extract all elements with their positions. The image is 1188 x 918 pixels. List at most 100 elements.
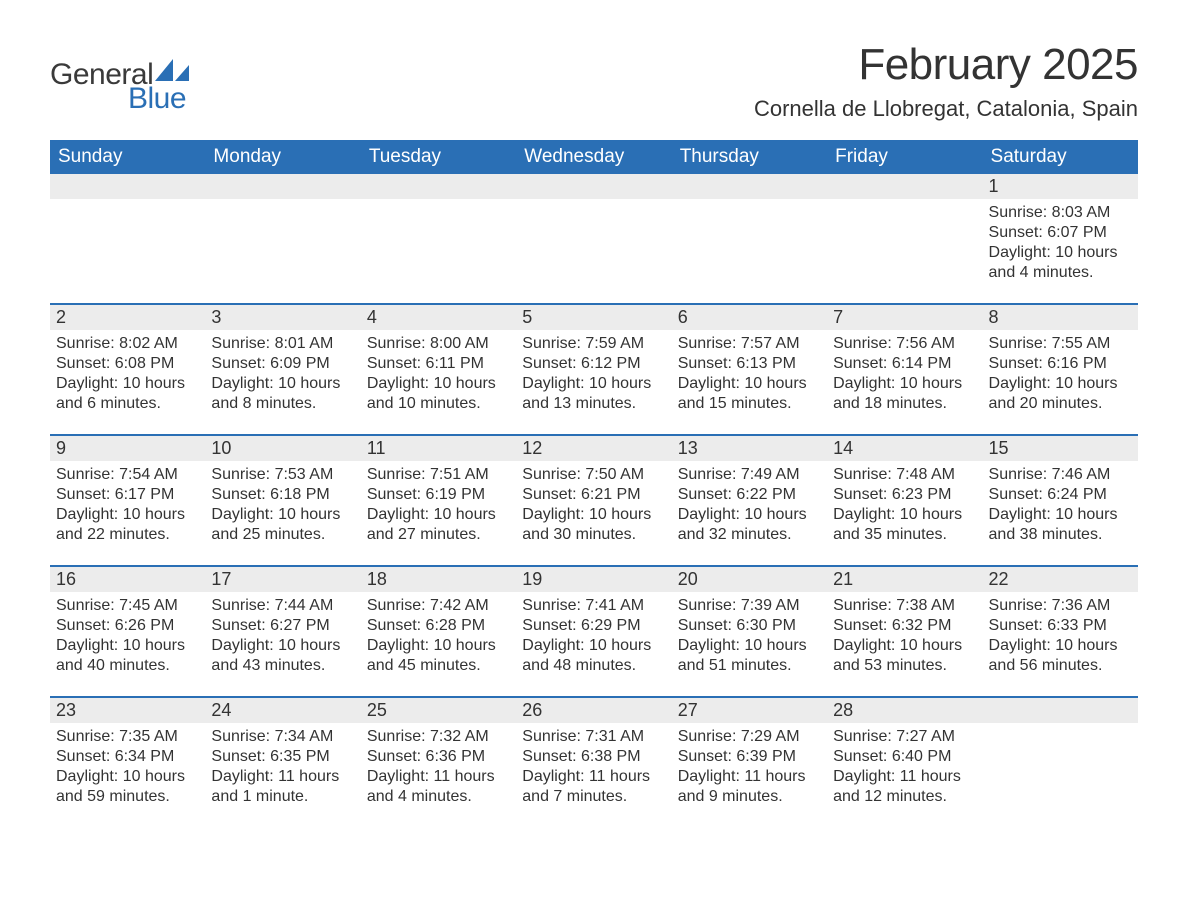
daylight-text: Daylight: 10 hours and 40 minutes. xyxy=(56,636,199,676)
day-number: 20 xyxy=(672,565,827,592)
daylight-text: Daylight: 10 hours and 13 minutes. xyxy=(522,374,665,414)
day-number xyxy=(983,696,1138,723)
weeks-container: 1 Sunrise: 8:03 AMSunset: 6:07 PM Daylight… xyxy=(50,174,1138,827)
day-number xyxy=(205,174,360,199)
sunrise-text: Sunrise: 7:34 AM xyxy=(211,727,354,747)
day-number: 10 xyxy=(205,434,360,461)
sunset-text: Sunset: 6:19 PM xyxy=(367,485,510,505)
sunset-text: Sunset: 6:16 PM xyxy=(989,354,1132,374)
cell-body: Sunrise: 7:38 AMSunset: 6:32 PMDaylight:… xyxy=(827,592,982,696)
day-number: 13 xyxy=(672,434,827,461)
calendar-cell: 24Sunrise: 7:34 AMSunset: 6:35 PMDayligh… xyxy=(205,696,360,827)
sunset-text: Sunset: 6:08 PM xyxy=(56,354,199,374)
daylight-text: Daylight: 10 hours and 15 minutes. xyxy=(678,374,821,414)
cell-body: Sunrise: 7:46 AMSunset: 6:24 PMDaylight:… xyxy=(983,461,1138,565)
daylight-text: Daylight: 11 hours and 9 minutes. xyxy=(678,767,821,807)
daylight-text: Daylight: 10 hours and 35 minutes. xyxy=(833,505,976,545)
calendar-cell xyxy=(516,174,671,303)
calendar-cell: 20Sunrise: 7:39 AMSunset: 6:30 PMDayligh… xyxy=(672,565,827,696)
weekday-header: Friday xyxy=(827,140,982,174)
weekday-header: Sunday xyxy=(50,140,205,174)
cell-body: Sunrise: 7:32 AMSunset: 6:36 PMDaylight:… xyxy=(361,723,516,827)
cell-body: Sunrise: 7:45 AMSunset: 6:26 PMDaylight:… xyxy=(50,592,205,696)
sunset-text: Sunset: 6:07 PM xyxy=(989,223,1132,243)
sunrise-text: Sunrise: 7:39 AM xyxy=(678,596,821,616)
daylight-text: Daylight: 10 hours and 59 minutes. xyxy=(56,767,199,807)
cell-body: Sunrise: 7:31 AMSunset: 6:38 PMDaylight:… xyxy=(516,723,671,827)
calendar-cell: 6Sunrise: 7:57 AMSunset: 6:13 PMDaylight… xyxy=(672,303,827,434)
calendar-cell xyxy=(827,174,982,303)
sunrise-text: Sunrise: 7:35 AM xyxy=(56,727,199,747)
sunrise-text: Sunrise: 7:38 AM xyxy=(833,596,976,616)
day-number: 23 xyxy=(50,696,205,723)
sunset-text: Sunset: 6:38 PM xyxy=(522,747,665,767)
day-number: 16 xyxy=(50,565,205,592)
calendar-cell: 5Sunrise: 7:59 AMSunset: 6:12 PMDaylight… xyxy=(516,303,671,434)
daylight-text: Daylight: 10 hours and 53 minutes. xyxy=(833,636,976,676)
daylight-text: Daylight: 10 hours and 51 minutes. xyxy=(678,636,821,676)
sunset-text: Sunset: 6:26 PM xyxy=(56,616,199,636)
daylight-text: Daylight: 10 hours and 45 minutes. xyxy=(367,636,510,676)
cell-body: Sunrise: 7:36 AMSunset: 6:33 PMDaylight:… xyxy=(983,592,1138,696)
sunrise-text: Sunrise: 7:59 AM xyxy=(522,334,665,354)
calendar-cell: 19Sunrise: 7:41 AMSunset: 6:29 PMDayligh… xyxy=(516,565,671,696)
calendar-cell xyxy=(50,174,205,303)
cell-body: Sunrise: 7:42 AMSunset: 6:28 PMDaylight:… xyxy=(361,592,516,696)
calendar-cell: 28Sunrise: 7:27 AMSunset: 6:40 PMDayligh… xyxy=(827,696,982,827)
calendar-cell: 4Sunrise: 8:00 AMSunset: 6:11 PMDaylight… xyxy=(361,303,516,434)
daylight-text: Daylight: 10 hours and 10 minutes. xyxy=(367,374,510,414)
day-number: 26 xyxy=(516,696,671,723)
sunset-text: Sunset: 6:22 PM xyxy=(678,485,821,505)
cell-body: Sunrise: 8:00 AMSunset: 6:11 PMDaylight:… xyxy=(361,330,516,434)
calendar-cell: 8Sunrise: 7:55 AMSunset: 6:16 PMDaylight… xyxy=(983,303,1138,434)
daylight-text: Daylight: 11 hours and 4 minutes. xyxy=(367,767,510,807)
cell-body: Sunrise: 7:35 AMSunset: 6:34 PMDaylight:… xyxy=(50,723,205,827)
day-number xyxy=(827,174,982,199)
daylight-text: Daylight: 10 hours and 48 minutes. xyxy=(522,636,665,676)
calendar-cell xyxy=(983,696,1138,827)
daylight-text: Daylight: 10 hours and 30 minutes. xyxy=(522,505,665,545)
day-number: 21 xyxy=(827,565,982,592)
calendar-cell: 2Sunrise: 8:02 AMSunset: 6:08 PMDaylight… xyxy=(50,303,205,434)
day-number xyxy=(516,174,671,199)
cell-body: Sunrise: 7:50 AMSunset: 6:21 PMDaylight:… xyxy=(516,461,671,565)
sunrise-text: Sunrise: 8:03 AM xyxy=(989,203,1132,223)
sunrise-text: Sunrise: 7:41 AM xyxy=(522,596,665,616)
sunset-text: Sunset: 6:32 PM xyxy=(833,616,976,636)
sunset-text: Sunset: 6:28 PM xyxy=(367,616,510,636)
calendar: Sunday Monday Tuesday Wednesday Thursday… xyxy=(50,140,1138,827)
cell-body: Sunrise: 7:54 AMSunset: 6:17 PMDaylight:… xyxy=(50,461,205,565)
sunset-text: Sunset: 6:12 PM xyxy=(522,354,665,374)
sunrise-text: Sunrise: 7:56 AM xyxy=(833,334,976,354)
sunrise-text: Sunrise: 7:49 AM xyxy=(678,465,821,485)
cell-body: Sunrise: 7:59 AMSunset: 6:12 PMDaylight:… xyxy=(516,330,671,434)
daylight-text: Daylight: 10 hours and 56 minutes. xyxy=(989,636,1132,676)
sunrise-text: Sunrise: 7:45 AM xyxy=(56,596,199,616)
sunset-text: Sunset: 6:13 PM xyxy=(678,354,821,374)
sunset-text: Sunset: 6:35 PM xyxy=(211,747,354,767)
day-number: 25 xyxy=(361,696,516,723)
sunrise-text: Sunrise: 7:51 AM xyxy=(367,465,510,485)
calendar-cell: 18Sunrise: 7:42 AMSunset: 6:28 PMDayligh… xyxy=(361,565,516,696)
calendar-week: 2Sunrise: 8:02 AMSunset: 6:08 PMDaylight… xyxy=(50,303,1138,434)
sunrise-text: Sunrise: 7:55 AM xyxy=(989,334,1132,354)
day-number: 5 xyxy=(516,303,671,330)
logo-blue-text: Blue xyxy=(128,82,186,116)
sunrise-text: Sunrise: 7:31 AM xyxy=(522,727,665,747)
cell-body: Sunrise: 7:39 AMSunset: 6:30 PMDaylight:… xyxy=(672,592,827,696)
sunrise-text: Sunrise: 7:50 AM xyxy=(522,465,665,485)
sunrise-text: Sunrise: 8:00 AM xyxy=(367,334,510,354)
day-number xyxy=(672,174,827,199)
sunrise-text: Sunrise: 7:54 AM xyxy=(56,465,199,485)
day-number: 1 xyxy=(983,174,1138,199)
daylight-text: Daylight: 10 hours and 22 minutes. xyxy=(56,505,199,545)
cell-body: Sunrise: 8:01 AMSunset: 6:09 PMDaylight:… xyxy=(205,330,360,434)
day-number: 24 xyxy=(205,696,360,723)
day-number xyxy=(361,174,516,199)
calendar-cell: 14Sunrise: 7:48 AMSunset: 6:23 PMDayligh… xyxy=(827,434,982,565)
calendar-cell: 10Sunrise: 7:53 AMSunset: 6:18 PMDayligh… xyxy=(205,434,360,565)
weekday-header: Thursday xyxy=(672,140,827,174)
sunrise-text: Sunrise: 7:46 AM xyxy=(989,465,1132,485)
cell-body: Sunrise: 7:49 AMSunset: 6:22 PMDaylight:… xyxy=(672,461,827,565)
sunset-text: Sunset: 6:18 PM xyxy=(211,485,354,505)
